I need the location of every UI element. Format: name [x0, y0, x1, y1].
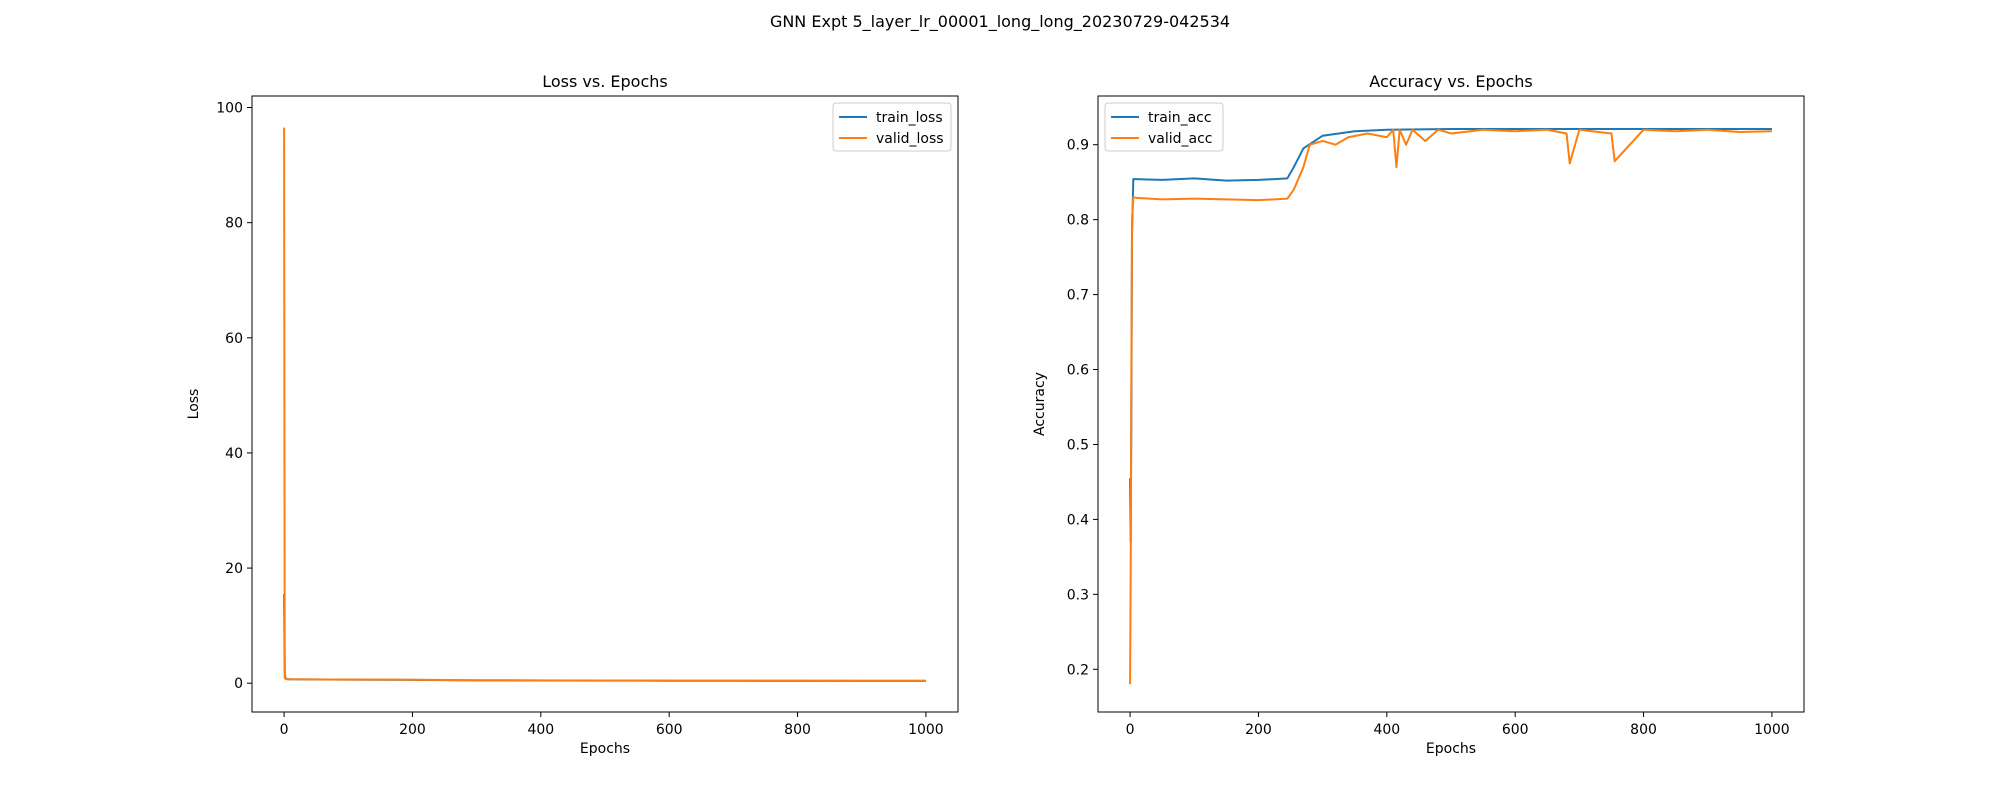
y-tick-label: 0.3 — [1067, 587, 1089, 603]
y-tick-label: 80 — [225, 216, 243, 232]
y-tick-label: 0.2 — [1067, 662, 1089, 678]
y-tick-label: 100 — [216, 101, 243, 117]
x-tick-label: 200 — [399, 722, 426, 738]
x-tick-label: 600 — [1502, 722, 1529, 738]
y-tick-label: 0.5 — [1067, 437, 1089, 453]
plot-frame — [251, 95, 959, 713]
x-tick-label: 0 — [1126, 722, 1135, 738]
legend: train_acc valid_acc — [1104, 102, 1224, 152]
x-tick-label: 400 — [527, 722, 554, 738]
chart-title: Loss vs. Epochs — [542, 72, 667, 91]
x-tick-label: 1000 — [908, 722, 944, 738]
y-tick-label: 0.7 — [1067, 288, 1089, 304]
series-group — [1129, 127, 1772, 685]
legend: train_loss valid_loss — [832, 102, 952, 152]
y-tick-label: 0 — [234, 676, 243, 692]
y-axis-label: Loss — [186, 389, 202, 420]
plot-frame — [1097, 95, 1805, 713]
accuracy-chart: Accuracy vs. Epochs 0 200 400 600 800 1000 0.2 0… — [1032, 72, 1805, 757]
x-tick-label: 0 — [280, 722, 289, 738]
y-tick-label: 0.8 — [1067, 213, 1089, 229]
y-tick-label: 0.9 — [1067, 138, 1089, 154]
figure-suptitle: GNN Expt 5_layer_lr_00001_long_long_2023… — [770, 12, 1230, 32]
x-axis-label: Epochs — [580, 741, 630, 757]
series-line-valid_loss — [283, 127, 926, 682]
legend-label-train_loss: train_loss — [876, 110, 943, 126]
x-tick-label: 400 — [1373, 722, 1400, 738]
y-tick-label: 40 — [225, 446, 243, 462]
x-tick-label: 600 — [656, 722, 683, 738]
x-tick-label: 200 — [1245, 722, 1272, 738]
y-tick-label: 20 — [225, 561, 243, 577]
legend-label-valid_acc: valid_acc — [1148, 131, 1213, 147]
legend-label-valid_loss: valid_loss — [876, 131, 944, 147]
series-group — [283, 127, 926, 682]
legend-label-train_acc: train_acc — [1148, 110, 1212, 126]
x-axis-label: Epochs — [1426, 741, 1476, 757]
y-tick-label: 0.4 — [1067, 512, 1089, 528]
y-axis-label: Accuracy — [1032, 372, 1048, 436]
chart-title: Accuracy vs. Epochs — [1369, 72, 1532, 91]
y-tick-label: 60 — [225, 331, 243, 347]
series-line-valid_acc — [1129, 128, 1772, 685]
y-tick-label: 0.6 — [1067, 363, 1089, 379]
x-tick-label: 1000 — [1754, 722, 1790, 738]
x-tick-label: 800 — [1630, 722, 1657, 738]
x-tick-label: 800 — [784, 722, 811, 738]
loss-chart: Loss vs. Epochs 0 200 400 600 800 1000 0 20 40 60 8… — [186, 72, 959, 757]
